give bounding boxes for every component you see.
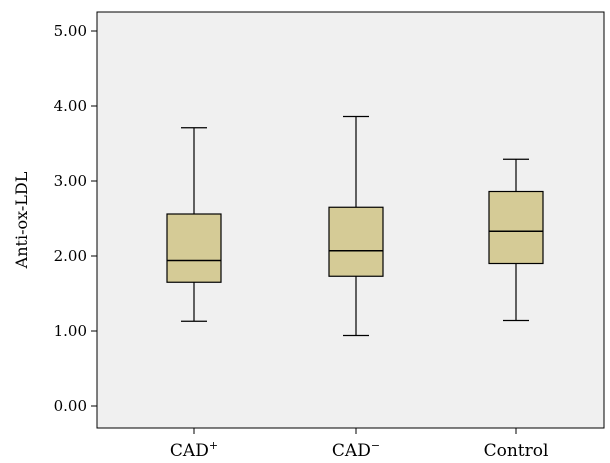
y-tick-label: 2.00	[54, 247, 87, 265]
x-category-label: CAD+	[170, 439, 218, 461]
box-group	[166, 127, 222, 322]
x-axis: CAD+ CAD− Control	[170, 428, 548, 461]
y-tick-label: 4.00	[54, 97, 87, 115]
y-axis: 0.00 1.00 2.00 3.00 4.00 5.00	[54, 22, 97, 415]
box-group	[488, 158, 544, 322]
iqr-box	[328, 206, 384, 277]
y-axis-title: Anti-ox-LDL	[12, 171, 31, 269]
iqr-box	[166, 213, 222, 283]
y-tick-label: 1.00	[54, 322, 87, 340]
x-category-label: Control	[484, 441, 549, 461]
y-tick-label: 5.00	[54, 22, 87, 40]
y-tick-label: 3.00	[54, 172, 87, 190]
box-series	[166, 115, 544, 337]
y-tick-label: 0.00	[54, 397, 87, 415]
x-category-label: CAD−	[332, 439, 380, 461]
iqr-box	[488, 190, 544, 265]
box-group	[328, 115, 384, 337]
